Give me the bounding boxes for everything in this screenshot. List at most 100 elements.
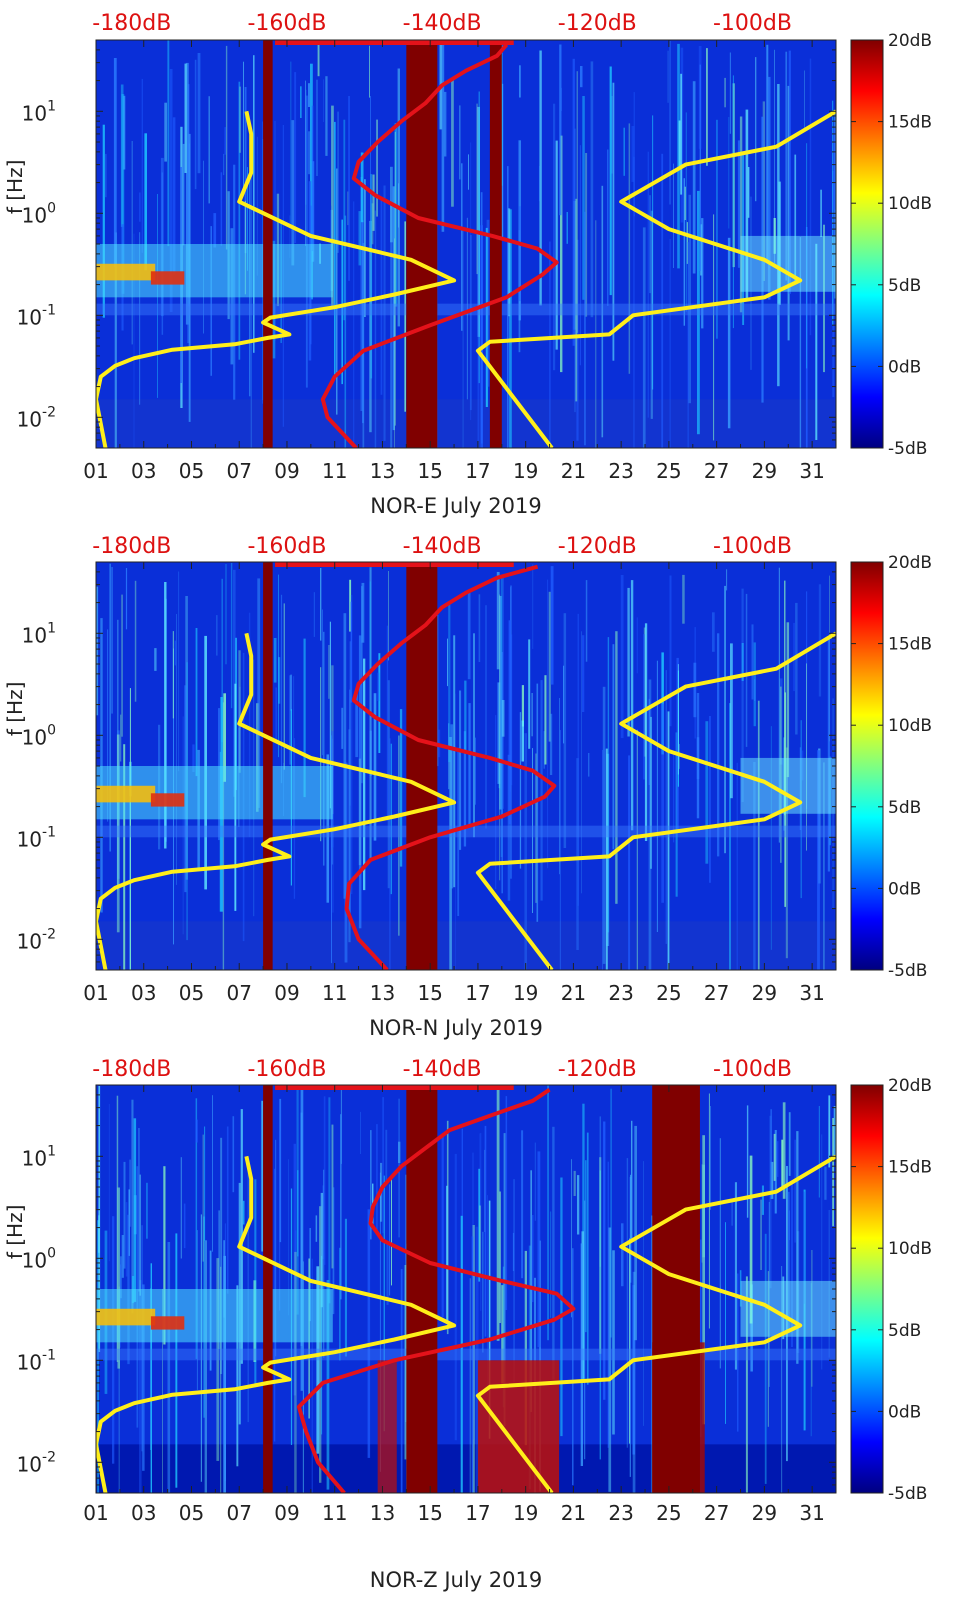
top-db-label: -180dB: [92, 11, 171, 36]
colorbar-label: 10dB: [888, 716, 932, 736]
x-tick-label: 13: [370, 459, 395, 483]
colorbar-label: 15dB: [888, 635, 932, 655]
y-tick-exponent: 1: [47, 620, 56, 636]
x-tick-label: 29: [752, 1501, 777, 1525]
noise-model-right-model: [475, 109, 836, 448]
station-psd-curve: [296, 1088, 576, 1493]
colorbar: [850, 561, 884, 971]
x-tick-label: 17: [465, 459, 490, 483]
x-tick-label: 05: [179, 1501, 204, 1525]
colorbar-label: 0dB: [888, 357, 921, 377]
low-frequency-background: [96, 921, 836, 970]
y-tick-base: 10: [22, 725, 47, 749]
y-tick-base: 10: [17, 1452, 42, 1476]
x-tick-label: 21: [561, 459, 586, 483]
colorbar-label: 10dB: [888, 1239, 932, 1259]
x-tick-label: 07: [226, 1501, 251, 1525]
top-db-label: -140dB: [403, 534, 482, 559]
top-db-label: -140dB: [403, 1057, 482, 1082]
x-tick-label: 19: [513, 1501, 538, 1525]
top-db-label: -120dB: [558, 1057, 637, 1082]
colorbar-label: 20dB: [888, 31, 932, 51]
data-gap-band: [406, 562, 438, 970]
top-db-label: -160dB: [247, 11, 326, 36]
x-tick-label: 09: [274, 981, 299, 1005]
x-axis-label: NOR-Z July 2019: [370, 1568, 543, 1592]
x-tick-label: 21: [561, 981, 586, 1005]
x-tick-label: 31: [799, 981, 824, 1005]
top-db-label: -100dB: [713, 1057, 792, 1082]
top-db-label: -140dB: [403, 11, 482, 36]
top-db-label: -100dB: [713, 534, 792, 559]
x-tick-label: 21: [561, 1501, 586, 1525]
y-tick-label: 10-2: [17, 1449, 56, 1476]
x-axis-label: NOR-N July 2019: [369, 1016, 543, 1040]
microseism-energy: [96, 235, 836, 316]
station-psd-curve: [320, 43, 559, 448]
top-db-label: -160dB: [247, 1057, 326, 1082]
data-gap-band: [406, 1085, 438, 1493]
y-tick-label: 10-2: [17, 926, 56, 953]
microseism-energy: [96, 1280, 836, 1361]
x-tick-label: 13: [370, 981, 395, 1005]
noise-model-left-model: [96, 110, 457, 448]
y-tick-exponent: -2: [42, 1449, 56, 1465]
x-tick-label: 15: [417, 1501, 442, 1525]
colorbar-label: 20dB: [888, 553, 932, 573]
plot-area: [96, 562, 836, 970]
colorbar-label: 15dB: [888, 1158, 932, 1178]
y-tick-exponent: -1: [42, 824, 56, 840]
x-tick-label: 23: [608, 459, 633, 483]
colorbar: [850, 1084, 884, 1494]
x-tick-label: 09: [274, 1501, 299, 1525]
x-tick-label: 03: [131, 1501, 156, 1525]
colorbar-label: -5dB: [888, 1484, 927, 1504]
y-tick-base: 10: [22, 203, 47, 227]
x-tick-label: 17: [465, 981, 490, 1005]
data-gap-band: [652, 1085, 700, 1493]
colorbar-label: -5dB: [888, 439, 927, 459]
x-tick-label: 17: [465, 1501, 490, 1525]
y-tick-exponent: 0: [47, 1245, 56, 1261]
y-tick-base: 10: [17, 827, 42, 851]
data-gap-band: [263, 1085, 273, 1493]
data-gap-band: [263, 562, 273, 970]
x-tick-label: 05: [179, 459, 204, 483]
noise-model-left-model: [96, 632, 457, 970]
station-psd-top-segment: [275, 40, 514, 45]
top-db-label: -120dB: [558, 534, 637, 559]
y-tick-exponent: 0: [47, 200, 56, 216]
x-tick-label: 23: [608, 1501, 633, 1525]
y-tick-exponent: -2: [42, 404, 56, 420]
y-tick-base: 10: [17, 929, 42, 953]
x-tick-label: 11: [322, 981, 347, 1005]
y-tick-exponent: -1: [42, 302, 56, 318]
noise-model-right-model: [475, 631, 836, 970]
x-tick-label: 11: [322, 459, 347, 483]
low-frequency-background: [96, 1444, 836, 1493]
y-axis-label: f [Hz]: [3, 1205, 27, 1260]
colorbar-label: 5dB: [888, 276, 921, 296]
x-tick-label: 07: [226, 459, 251, 483]
station-psd-top-segment: [275, 1085, 514, 1090]
y-tick-label: 10-1: [17, 1347, 56, 1374]
x-tick-label: 31: [799, 459, 824, 483]
x-tick-label: 13: [370, 1501, 395, 1525]
y-tick-base: 10: [22, 623, 47, 647]
x-tick-label: 05: [179, 981, 204, 1005]
colorbar-label: 20dB: [888, 1076, 932, 1096]
y-tick-base: 10: [22, 101, 47, 125]
top-db-label: -160dB: [247, 534, 326, 559]
x-tick-label: 27: [704, 459, 729, 483]
y-tick-label: 100: [22, 1245, 56, 1272]
station-psd-curve: [344, 564, 557, 970]
plot-area: [96, 40, 836, 448]
colorbar-label: 5dB: [888, 798, 921, 818]
y-tick-label: 10-2: [17, 404, 56, 431]
x-tick-label: 03: [131, 459, 156, 483]
station-psd-top-segment: [275, 562, 514, 567]
x-tick-label: 31: [799, 1501, 824, 1525]
plot-area: [96, 1085, 836, 1493]
